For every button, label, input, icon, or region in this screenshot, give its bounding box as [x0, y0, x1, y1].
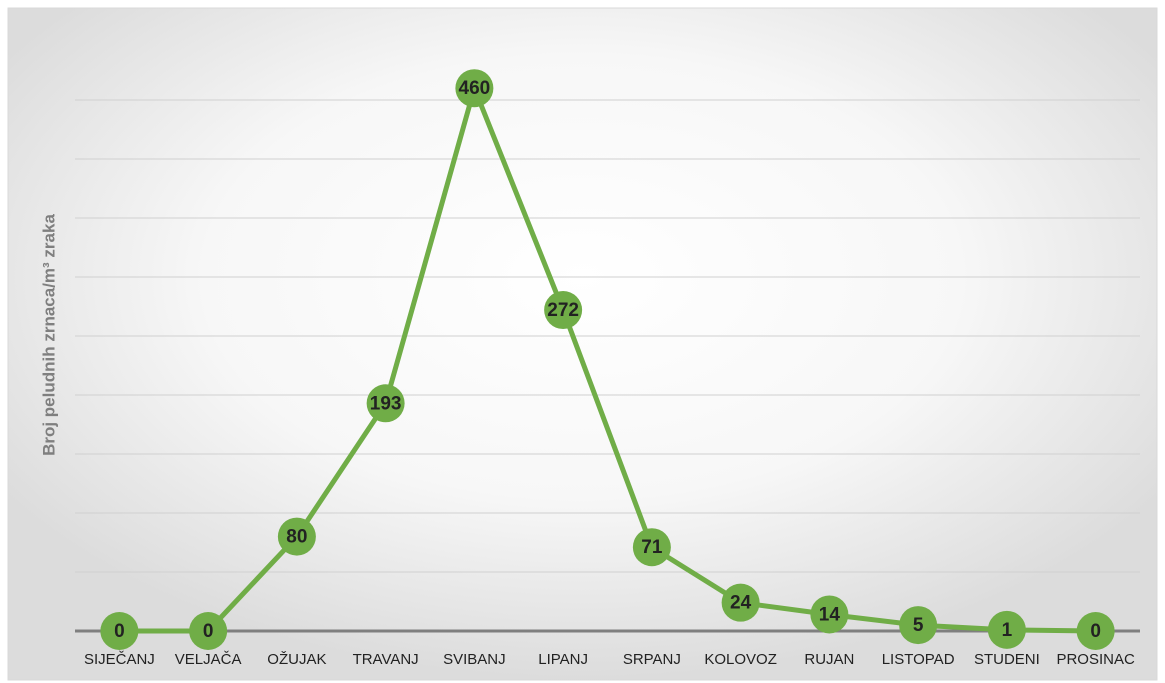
data-point	[189, 612, 228, 650]
data-label: 460	[459, 78, 491, 99]
data-point	[721, 583, 760, 622]
data-label: 272	[547, 300, 579, 321]
x-tick-label: TRAVANJ	[353, 651, 419, 668]
x-tick-label: OŽUJAK	[267, 651, 326, 668]
data-point	[987, 610, 1026, 649]
x-tick-label: LIPANJ	[538, 651, 588, 668]
data-point	[899, 606, 938, 645]
y-axis-label: Broj peludnih zrnaca/m³ zraka	[39, 214, 58, 456]
data-label: 193	[370, 393, 402, 414]
data-label: 71	[641, 537, 663, 558]
x-tick-label: STUDENI	[974, 651, 1040, 668]
data-point	[455, 69, 494, 108]
x-tick-label: SIJEČANJ	[84, 651, 155, 668]
data-point	[810, 595, 849, 634]
chart-background	[7, 7, 1158, 681]
data-label: 24	[730, 593, 752, 614]
data-label: 0	[203, 621, 214, 642]
data-label: 0	[1090, 621, 1101, 642]
x-tick-label: VELJAČA	[175, 651, 242, 668]
data-point	[277, 517, 316, 556]
data-label: 80	[286, 527, 307, 548]
x-tick-label: SRPANJ	[623, 651, 681, 668]
data-label: 5	[913, 615, 924, 636]
x-tick-label: SVIBANJ	[443, 651, 506, 668]
data-label: 0	[114, 621, 125, 642]
data-point	[1076, 612, 1115, 650]
data-point	[100, 612, 139, 650]
x-tick-label: KOLOVOZ	[704, 651, 777, 668]
data-point	[632, 528, 671, 567]
data-label: 14	[819, 604, 841, 625]
x-tick-label: RUJAN	[804, 651, 854, 668]
x-tick-label: PROSINAC	[1056, 651, 1135, 668]
x-tick-label: LISTOPAD	[882, 651, 955, 668]
data-point	[544, 291, 583, 330]
data-label: 1	[1002, 620, 1013, 641]
data-point	[366, 384, 405, 423]
